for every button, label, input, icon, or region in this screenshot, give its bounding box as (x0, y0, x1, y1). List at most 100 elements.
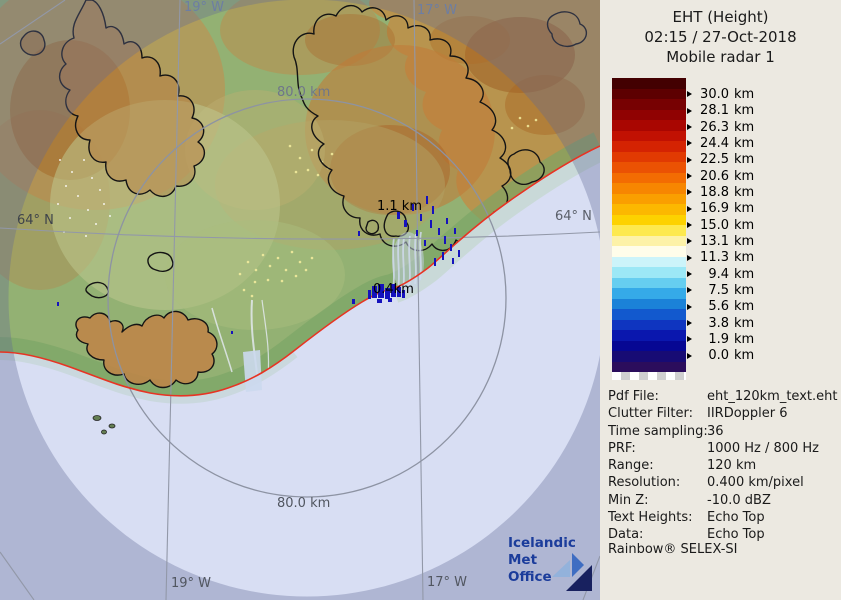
island-vestmannaeyjar (108, 423, 116, 429)
terrain-speckle (304, 268, 308, 272)
radar-echo-mark (420, 214, 422, 221)
scale-label: 18.8 km (687, 185, 754, 200)
terrain-speckle (330, 152, 334, 156)
terrain-speckle (59, 159, 61, 161)
scale-band (612, 277, 686, 288)
radar-echo-mark (412, 204, 414, 211)
terrain-speckle (294, 274, 298, 278)
scale-label: 16.9 km (687, 201, 754, 216)
radar-echoes (57, 196, 460, 334)
terrain-speckle (268, 264, 272, 268)
scale-band (612, 162, 686, 173)
terrain-speckle (253, 280, 257, 284)
coastline (0, 145, 600, 397)
scale-label: 3.8 km (687, 316, 754, 331)
meta-label: Resolution: (608, 475, 681, 491)
terrain-speckle (288, 144, 292, 148)
scale-label: 24.4 km (687, 136, 754, 151)
imo-logo-icon (552, 553, 592, 591)
scale-tick-arrow-icon (687, 156, 692, 163)
meta-value: Echo Top (707, 527, 765, 543)
scale-band (612, 109, 686, 120)
scale-band (612, 256, 686, 267)
scale-band (612, 204, 686, 215)
scale-label: 28.1 km (687, 103, 754, 118)
island-vestmannaeyjar (92, 415, 102, 421)
terrain-speckle (294, 170, 298, 174)
terrain-speckle (95, 223, 97, 225)
scale-band (612, 235, 686, 246)
scan-datetime: 02:15 / 27-Oct-2018 (644, 28, 797, 46)
scale-band (612, 340, 686, 351)
radar-echo-mark (391, 284, 396, 297)
scale-tick-arrow-icon (687, 124, 692, 130)
radar-echo-mark (458, 250, 460, 257)
radar-map: 80.0 km 80.0 km 64° N 64° N 19° W 17° W 19° W 1… (0, 0, 600, 600)
terrain-speckle (238, 272, 242, 276)
contour-small-e (507, 149, 545, 186)
meridian-19w (165, 0, 181, 600)
meta-value: eht_120km_text.eht (707, 389, 838, 404)
imo-logo-line1: Icelandic Met (508, 535, 576, 568)
radar-echo-mark (397, 287, 401, 297)
contour-small-2 (85, 281, 109, 299)
radar-echo-mark (385, 288, 390, 299)
terrain-speckle (109, 215, 111, 217)
scale-tick-arrow-icon (687, 222, 692, 228)
radar-echo-mark (352, 299, 355, 304)
terrain-speckle (77, 195, 79, 197)
product-name: EHT (Height) (672, 8, 769, 26)
terrain-speckle (306, 168, 310, 172)
terrain-speckle (57, 203, 59, 205)
radar-map-canvas (0, 0, 600, 600)
scale-tick-arrow-icon (687, 254, 692, 261)
radar-echo-mark (404, 220, 407, 227)
scale-tick-arrow-icon (687, 189, 692, 196)
radar-echo-mark (377, 299, 382, 303)
longitude-label-19w-bottom: 19° W (171, 576, 212, 591)
scale-label: 5.6 km (687, 299, 754, 314)
meta-label: PRF: (608, 440, 636, 456)
meta-value: 1000 Hz / 800 Hz (707, 440, 820, 456)
terrain-speckle (518, 116, 522, 120)
scale-tick-arrow-icon (687, 91, 692, 98)
radar-echo-mark (432, 206, 434, 214)
terrain-speckle (69, 217, 71, 219)
terrain-speckle (254, 268, 258, 272)
range-ring-80km (107, 98, 507, 498)
radar-echo-mark (388, 298, 392, 302)
terrain-speckles (57, 116, 538, 298)
meta-label: Pdf File: (608, 389, 659, 404)
scale-tick-arrow-icon (687, 205, 692, 212)
scale-band (612, 183, 686, 194)
scale-tick-arrow-icon (687, 320, 692, 326)
radar-echo-mark (446, 218, 448, 224)
terrain-speckle (310, 256, 314, 260)
terrain-speckle (298, 156, 302, 160)
scale-label: 20.6 km (687, 169, 754, 184)
graticule (0, 0, 600, 600)
scale-band (612, 130, 686, 141)
meta-value: 36 (707, 423, 724, 439)
radar-echo-mark (416, 230, 418, 236)
scale-transparency-strip (612, 372, 686, 380)
scale-label: 7.5 km (687, 283, 754, 298)
terrain-speckle (316, 173, 320, 177)
radar-echo-mark (444, 236, 446, 244)
radar-echo-mark (450, 244, 452, 251)
longitude-label-17w-bottom: 17° W (427, 575, 468, 590)
contour-small-ne (546, 11, 587, 48)
radar-echo-mark (378, 284, 384, 298)
scale-tick-arrow-icon (687, 287, 692, 294)
scale-band (612, 193, 686, 204)
scale-band (612, 172, 686, 183)
scale-band (612, 319, 686, 330)
scale-band (612, 267, 686, 278)
radar-echo-mark (231, 331, 233, 334)
terrain-speckle (310, 148, 314, 152)
scale-band (612, 214, 686, 225)
meta-label: Clutter Filter: (608, 406, 693, 422)
scale-band (612, 298, 686, 309)
meta-label: Range: (608, 458, 654, 474)
terrain-speckle (103, 203, 105, 205)
